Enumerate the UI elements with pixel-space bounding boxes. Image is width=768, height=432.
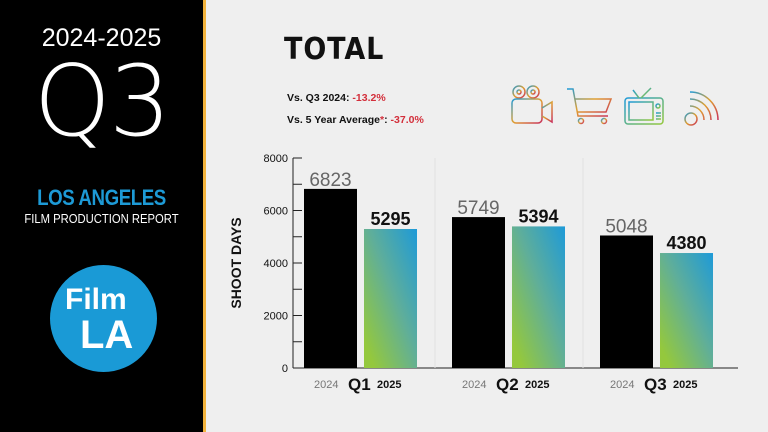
y-axis-label: SHOOT DAYS (228, 217, 244, 308)
logo-text-la: LA (80, 313, 134, 357)
data-label-2025: 5295 (370, 209, 410, 229)
comparison-value: -13.2% (352, 92, 386, 104)
film-camera-icon (511, 85, 553, 124)
comparison-5yr-avg: Vs. 5 Year Average*: -37.0% (287, 114, 424, 126)
data-label-2024: 5048 (605, 216, 647, 237)
bar-2024 (600, 235, 653, 368)
logo-text-film: Film (65, 283, 127, 316)
bar-2025 (364, 229, 417, 368)
report-quarter: Q3 (33, 45, 172, 159)
x-category-label: Q3 (644, 375, 667, 394)
y-tick-label: 8000 (264, 153, 288, 165)
report-years: 2024-2025 (41, 24, 162, 52)
y-tick-label: 4000 (264, 258, 288, 270)
data-label-2025: 5394 (518, 206, 558, 226)
comparison-label: Vs. Q3 2024: (287, 92, 350, 104)
bar-2025 (512, 226, 565, 368)
accent-stripe (203, 0, 206, 432)
report-name: FILM PRODUCTION REPORT (24, 212, 179, 226)
category-icons (511, 85, 719, 126)
y-tick-label: 0 (282, 363, 288, 375)
data-label-2025: 4380 (666, 233, 706, 253)
bar-2024 (304, 188, 357, 368)
x-series-label-2024: 2024 (610, 379, 634, 391)
x-category-label: Q1 (348, 375, 371, 394)
x-series-label-2024: 2024 (314, 379, 338, 391)
comparison-q3-2024: Vs. Q3 2024: -13.2% (287, 92, 386, 104)
asterisk: * (380, 114, 385, 126)
web-signal-icon (684, 91, 719, 126)
x-category-label: Q2 (496, 375, 519, 394)
data-label-2024: 5749 (457, 198, 499, 219)
y-tick-label: 2000 (264, 311, 288, 323)
bar-2024 (452, 217, 505, 368)
city-name: LOS ANGELES (37, 185, 166, 210)
bar-2025 (660, 253, 713, 368)
filmla-logo: Film LA (50, 265, 157, 372)
page-title: TOTAL (284, 32, 385, 67)
shopping-cart-icon (567, 88, 613, 125)
television-icon (624, 87, 664, 125)
x-series-label-2025: 2025 (525, 379, 549, 391)
x-series-label-2024: 2024 (462, 379, 486, 391)
comparison-label: Vs. 5 Year Average (287, 114, 381, 126)
x-series-label-2025: 2025 (377, 379, 401, 391)
x-series-label-2025: 2025 (673, 379, 697, 391)
comparison-value: -37.0% (390, 114, 424, 126)
data-label-2024: 6823 (309, 170, 351, 191)
y-tick-label: 6000 (264, 206, 288, 218)
